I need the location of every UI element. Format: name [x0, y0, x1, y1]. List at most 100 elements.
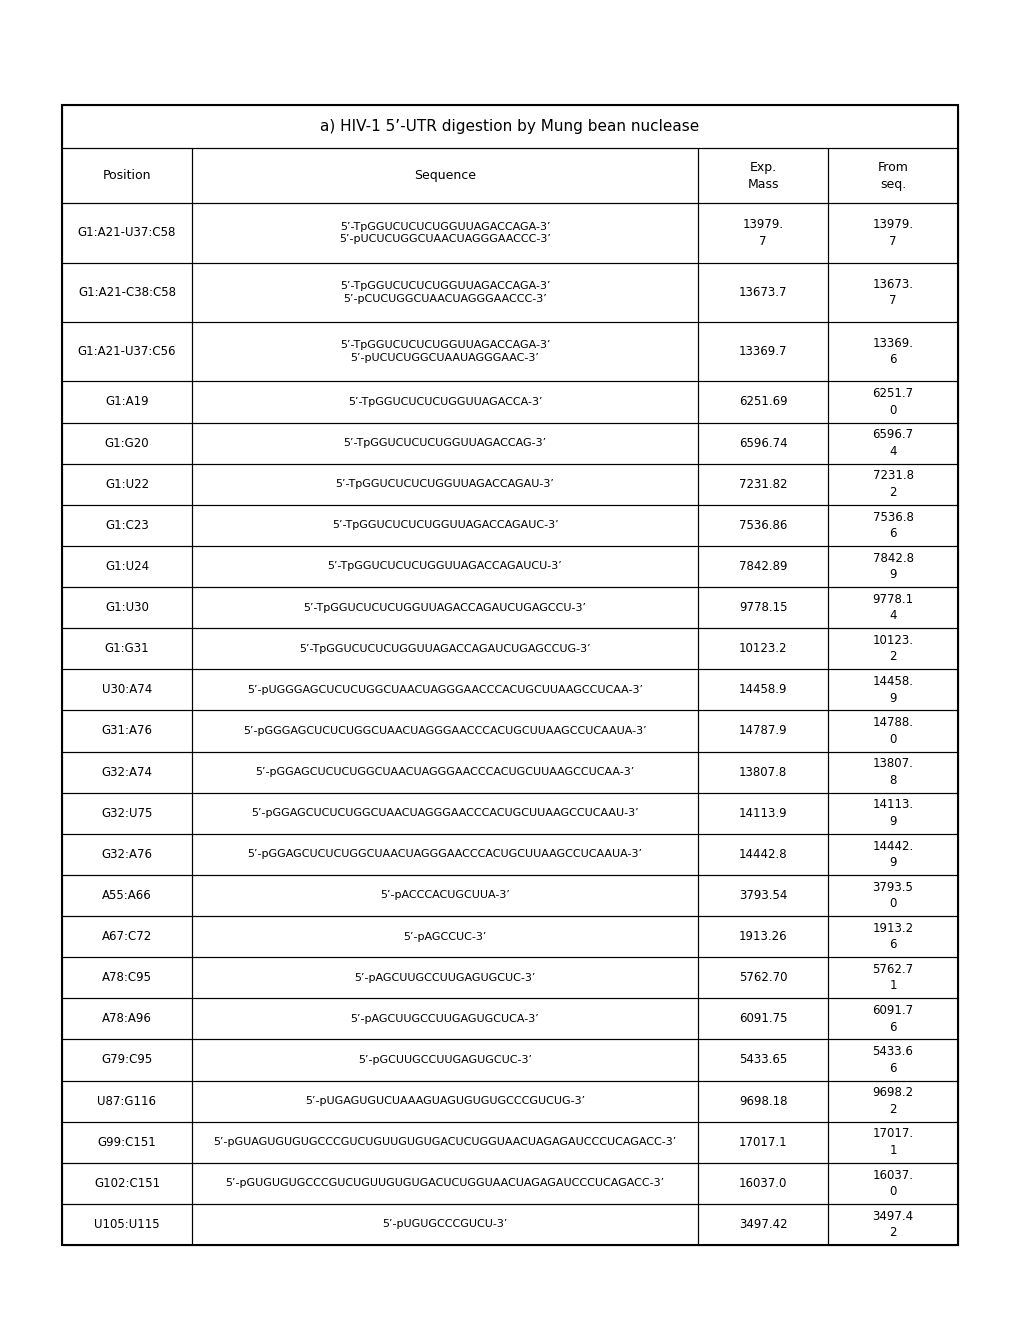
Text: 14442.8: 14442.8: [738, 847, 787, 861]
Bar: [192, 263, 697, 322]
Bar: [62, 587, 192, 628]
Text: G1:A19: G1:A19: [105, 396, 149, 408]
Text: 10123.2: 10123.2: [738, 643, 787, 655]
Bar: [827, 546, 957, 587]
Bar: [827, 1163, 957, 1204]
Text: 17017.1: 17017.1: [738, 1135, 787, 1148]
Text: 1913.26: 1913.26: [738, 931, 787, 942]
Bar: [62, 998, 192, 1039]
Text: G32:U75: G32:U75: [101, 807, 153, 820]
Text: U105:U115: U105:U115: [94, 1218, 160, 1232]
Bar: [192, 669, 697, 710]
Text: 5’-TpGGUCUCUCUGGUUAGACCAGAUCU-3’: 5’-TpGGUCUCUCUGGUUAGACCAGAUCU-3’: [327, 561, 561, 572]
Bar: [62, 546, 192, 587]
Bar: [192, 1204, 697, 1245]
Bar: [827, 628, 957, 669]
Text: 3497.42: 3497.42: [738, 1218, 787, 1232]
Bar: [827, 322, 957, 381]
Text: 5762.70: 5762.70: [738, 972, 787, 985]
Bar: [697, 148, 827, 203]
Text: 5’-pGGGAGCUCUCUGGCUAACUAGGGAACCCACUGCUUAAGCCUCAAUA-3’: 5’-pGGGAGCUCUCUGGCUAACUAGGGAACCCACUGCUUA…: [243, 726, 646, 737]
Text: 5’-TpGGUCUCUCUGGUUAGACCAGA-3’
5’-pUCUCUGGCUAAUAGGGAAC-3’: 5’-TpGGUCUCUCUGGUUAGACCAGA-3’ 5’-pUCUCUG…: [339, 341, 550, 363]
Text: A55:A66: A55:A66: [102, 888, 152, 902]
Bar: [62, 669, 192, 710]
Bar: [192, 463, 697, 504]
Text: 7842.89: 7842.89: [738, 560, 787, 573]
Text: G1:C23: G1:C23: [105, 519, 149, 532]
Text: 10123.
2: 10123. 2: [871, 634, 913, 664]
Bar: [697, 504, 827, 546]
Bar: [697, 1122, 827, 1163]
Bar: [62, 834, 192, 875]
Text: 3793.54: 3793.54: [738, 888, 787, 902]
Text: 5’-TpGGUCUCUCUGGUUAGACCAGAUCUGAGCCUG-3’: 5’-TpGGUCUCUCUGGUUAGACCAGAUCUGAGCCUG-3’: [299, 644, 590, 653]
Text: 5’-pGCUUGCCUUGAGUGCUC-3’: 5’-pGCUUGCCUUGAGUGCUC-3’: [358, 1055, 532, 1065]
Bar: [192, 628, 697, 669]
Text: 6251.7
0: 6251.7 0: [871, 387, 913, 417]
Bar: [62, 1081, 192, 1122]
Text: 5’-pGGAGCUCUCUGGCUAACUAGGGAACCCACUGCUUAAGCCUCAAUA-3’: 5’-pGGAGCUCUCUGGCUAACUAGGGAACCCACUGCUUAA…: [248, 849, 642, 859]
Text: 6091.75: 6091.75: [738, 1012, 787, 1026]
Bar: [827, 998, 957, 1039]
Text: 9698.2
2: 9698.2 2: [871, 1086, 913, 1115]
Text: A67:C72: A67:C72: [102, 931, 152, 942]
Bar: [192, 148, 697, 203]
Bar: [192, 203, 697, 263]
Bar: [62, 875, 192, 916]
Text: G1:A21-C38:C58: G1:A21-C38:C58: [77, 286, 176, 298]
Bar: [62, 751, 192, 792]
Text: G99:C151: G99:C151: [98, 1135, 156, 1148]
Bar: [192, 381, 697, 422]
Text: 5’-TpGGUCUCUCUGGUUAGACCAGAUC-3’: 5’-TpGGUCUCUCUGGUUAGACCAGAUC-3’: [331, 520, 557, 531]
Bar: [827, 792, 957, 834]
Text: A78:C95: A78:C95: [102, 972, 152, 985]
Text: G32:A76: G32:A76: [101, 847, 152, 861]
Bar: [192, 710, 697, 751]
Bar: [192, 546, 697, 587]
Text: 13979.
7: 13979. 7: [871, 218, 913, 248]
Bar: [827, 587, 957, 628]
Bar: [192, 587, 697, 628]
Bar: [62, 148, 192, 203]
Text: 1913.2
6: 1913.2 6: [871, 921, 913, 952]
Text: 13807.
8: 13807. 8: [871, 758, 913, 787]
Text: From
seq.: From seq.: [876, 161, 908, 190]
Bar: [192, 1039, 697, 1081]
Bar: [697, 546, 827, 587]
Bar: [62, 792, 192, 834]
Text: U87:G116: U87:G116: [98, 1094, 156, 1107]
Text: 7536.8
6: 7536.8 6: [871, 511, 913, 540]
Text: U30:A74: U30:A74: [102, 684, 152, 697]
Bar: [827, 751, 957, 792]
Text: 5’-pGGAGCUCUCUGGCUAACUAGGGAACCCACUGCUUAAGCCUCAA-3’: 5’-pGGAGCUCUCUGGCUAACUAGGGAACCCACUGCUUAA…: [255, 767, 634, 777]
Bar: [62, 1163, 192, 1204]
Text: Exp.
Mass: Exp. Mass: [747, 161, 779, 190]
Bar: [827, 1039, 957, 1081]
Text: 5762.7
1: 5762.7 1: [871, 964, 913, 993]
Text: 13673.
7: 13673. 7: [871, 277, 913, 308]
Bar: [697, 381, 827, 422]
Text: 14787.9: 14787.9: [738, 725, 787, 738]
Bar: [62, 957, 192, 998]
Bar: [192, 504, 697, 546]
Text: 7842.8
9: 7842.8 9: [871, 552, 913, 581]
Text: 5’-pUGAGUGUCUAAAGUAGUGUGUGCCCGUCUG-3’: 5’-pUGAGUGUCUAAAGUAGUGUGUGCCCGUCUG-3’: [305, 1096, 585, 1106]
Bar: [62, 463, 192, 504]
Text: 7231.82: 7231.82: [738, 478, 787, 491]
Text: A78:A96: A78:A96: [102, 1012, 152, 1026]
Text: 5’-TpGGUCUCUCUGGUUAGACCAGA-3’
5’-pUCUCUGGCUAACUAGGGAACCC-3’: 5’-TpGGUCUCUCUGGUUAGACCAGA-3’ 5’-pUCUCUG…: [338, 222, 550, 244]
Bar: [827, 1122, 957, 1163]
Text: G1:G20: G1:G20: [105, 437, 149, 450]
Text: 9778.15: 9778.15: [738, 601, 787, 614]
Text: 9778.1
4: 9778.1 4: [871, 593, 913, 622]
Bar: [827, 203, 957, 263]
Bar: [192, 1081, 697, 1122]
Text: Sequence: Sequence: [414, 169, 476, 182]
Bar: [697, 792, 827, 834]
Text: 5’-pGUAGUGUGUGCCCGUCUGUUGUGUGACUCUGGUAACUAGAGAUCCCUCAGACC-3’: 5’-pGUAGUGUGUGCCCGUCUGUUGUGUGACUCUGGUAAC…: [213, 1138, 676, 1147]
Text: G102:C151: G102:C151: [94, 1177, 160, 1189]
Text: 6251.69: 6251.69: [738, 396, 787, 408]
Text: 5433.65: 5433.65: [739, 1053, 787, 1067]
Bar: [827, 422, 957, 463]
Bar: [827, 263, 957, 322]
